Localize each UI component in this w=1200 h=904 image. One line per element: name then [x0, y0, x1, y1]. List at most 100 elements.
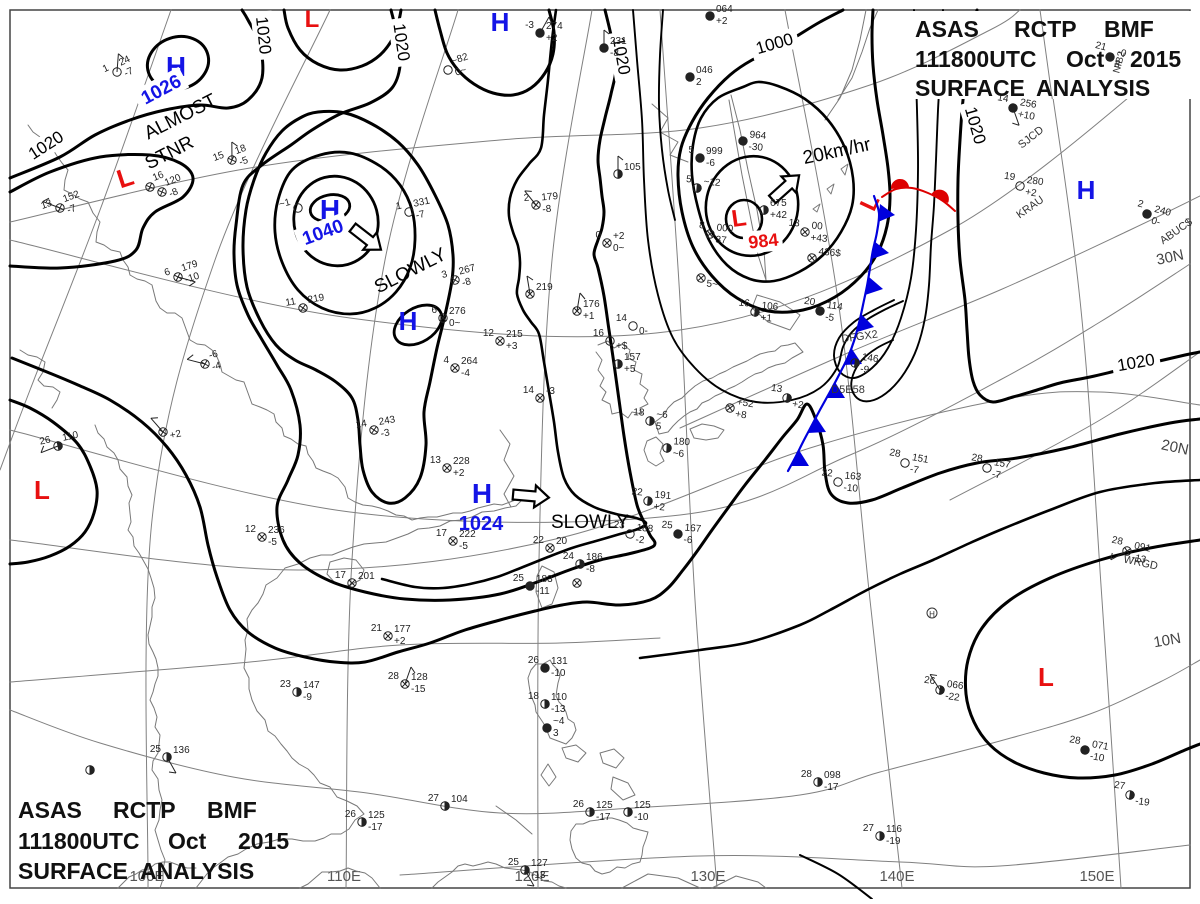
svg-text:14: 14: [523, 385, 535, 396]
svg-text:17: 17: [436, 528, 448, 539]
svg-text:SURFACE: SURFACE: [18, 858, 128, 884]
svg-text:+2: +2: [653, 502, 666, 514]
svg-text:-5: -5: [238, 155, 251, 169]
svg-text:-11: -11: [536, 586, 550, 597]
svg-text:-5: -5: [459, 541, 468, 552]
svg-text:H: H: [399, 306, 418, 336]
svg-text:26: 26: [528, 655, 540, 666]
svg-text:-9: -9: [859, 364, 870, 376]
svg-text:120E: 120E: [514, 868, 549, 885]
svg-text:+2: +2: [394, 636, 406, 647]
svg-text:-13: -13: [1131, 552, 1148, 566]
svg-text:27: 27: [428, 793, 440, 804]
svg-text:-5: -5: [268, 537, 277, 548]
svg-text:16: 16: [593, 328, 605, 339]
svg-text:20: 20: [803, 296, 816, 309]
svg-text:-3: -3: [525, 20, 534, 31]
svg-text:-8: -8: [461, 276, 473, 289]
svg-text:243: 243: [378, 414, 397, 428]
svg-text:-8: -8: [542, 204, 552, 216]
svg-text:6: 6: [431, 305, 437, 316]
svg-text:110E: 110E: [327, 868, 361, 885]
svg-text:176: 176: [583, 299, 600, 310]
svg-text:116: 116: [886, 824, 902, 835]
svg-text:14: 14: [355, 418, 368, 431]
svg-text:110: 110: [61, 430, 79, 444]
svg-text:14: 14: [616, 313, 628, 324]
svg-text:-7: -7: [991, 469, 1002, 481]
svg-text:BMF: BMF: [1104, 16, 1154, 42]
svg-text:222: 222: [459, 529, 476, 540]
svg-text:-7: -7: [909, 464, 920, 476]
svg-text:5: 5: [686, 174, 693, 185]
svg-text:0~: 0~: [613, 243, 625, 254]
svg-text:331: 331: [412, 195, 431, 209]
svg-text:24: 24: [117, 54, 132, 69]
svg-text:3: 3: [553, 728, 559, 739]
svg-text:H: H: [491, 7, 510, 37]
svg-text:146: 146: [861, 352, 879, 365]
svg-text:5: 5: [688, 145, 694, 156]
svg-text:+2: +2: [546, 33, 558, 44]
svg-text:131: 131: [551, 656, 568, 667]
svg-text:091: 091: [1133, 541, 1152, 555]
svg-text:046: 046: [696, 65, 713, 76]
svg-text:-7: -7: [415, 209, 426, 222]
svg-text:219: 219: [307, 292, 326, 306]
svg-text:+3: +3: [506, 341, 518, 352]
svg-text:+2: +2: [453, 468, 465, 479]
svg-text:114: 114: [826, 300, 844, 313]
svg-text:18: 18: [633, 407, 645, 419]
svg-text:5: 5: [655, 421, 662, 432]
svg-text:-6: -6: [683, 535, 693, 547]
svg-text:-10: -10: [1089, 751, 1106, 764]
svg-text:~12: ~12: [703, 177, 721, 189]
svg-text:23: 23: [280, 679, 292, 690]
svg-text:28: 28: [1068, 734, 1081, 747]
svg-text:RCTP: RCTP: [1014, 16, 1077, 42]
svg-text:964: 964: [749, 130, 767, 142]
svg-text:064: 064: [716, 4, 733, 15]
svg-text:23: 23: [613, 520, 625, 532]
svg-text:~6: ~6: [656, 409, 668, 421]
svg-text:11: 11: [285, 296, 298, 309]
svg-text:L: L: [730, 204, 748, 233]
svg-text:15: 15: [211, 150, 226, 164]
svg-text:27: 27: [1113, 780, 1126, 793]
svg-text:L: L: [305, 6, 320, 33]
svg-text:20: 20: [556, 536, 568, 547]
svg-text:1024: 1024: [459, 513, 504, 535]
svg-text:125: 125: [634, 800, 651, 811]
svg-text:140E: 140E: [879, 868, 914, 885]
svg-text:191: 191: [654, 490, 672, 502]
svg-text:+$: +$: [616, 341, 628, 352]
svg-text:2: 2: [1136, 198, 1145, 210]
svg-text:30N: 30N: [1155, 246, 1185, 268]
svg-text:071: 071: [1091, 739, 1110, 753]
svg-text:-7: -7: [66, 203, 79, 217]
svg-text:180: 180: [673, 436, 691, 448]
svg-text:-10: -10: [843, 483, 859, 495]
svg-text:H: H: [929, 610, 935, 619]
svg-text:BMF: BMF: [207, 797, 257, 823]
svg-text:ASAS: ASAS: [18, 797, 82, 823]
svg-text:150E: 150E: [1079, 868, 1114, 885]
svg-text:28: 28: [388, 671, 400, 682]
svg-text:228: 228: [453, 456, 470, 467]
svg-text:37: 37: [715, 235, 727, 247]
svg-text:-17: -17: [368, 822, 383, 833]
svg-text:-3: -3: [380, 427, 391, 439]
svg-text:125: 125: [596, 800, 613, 811]
svg-text:0: 0: [595, 230, 601, 241]
svg-text:13: 13: [39, 198, 54, 212]
svg-text:SURFACE: SURFACE: [915, 75, 1025, 101]
svg-text:16: 16: [738, 298, 750, 310]
svg-text:3: 3: [440, 269, 449, 281]
svg-text:2015: 2015: [1130, 46, 1181, 72]
svg-text:-4: -4: [461, 368, 470, 379]
svg-text:Oct: Oct: [1066, 46, 1105, 72]
svg-text:111800UTC: 111800UTC: [18, 828, 139, 854]
svg-text:5~: 5~: [706, 279, 718, 291]
svg-text:-9: -9: [303, 692, 312, 703]
svg-text:0~: 0~: [454, 65, 468, 79]
